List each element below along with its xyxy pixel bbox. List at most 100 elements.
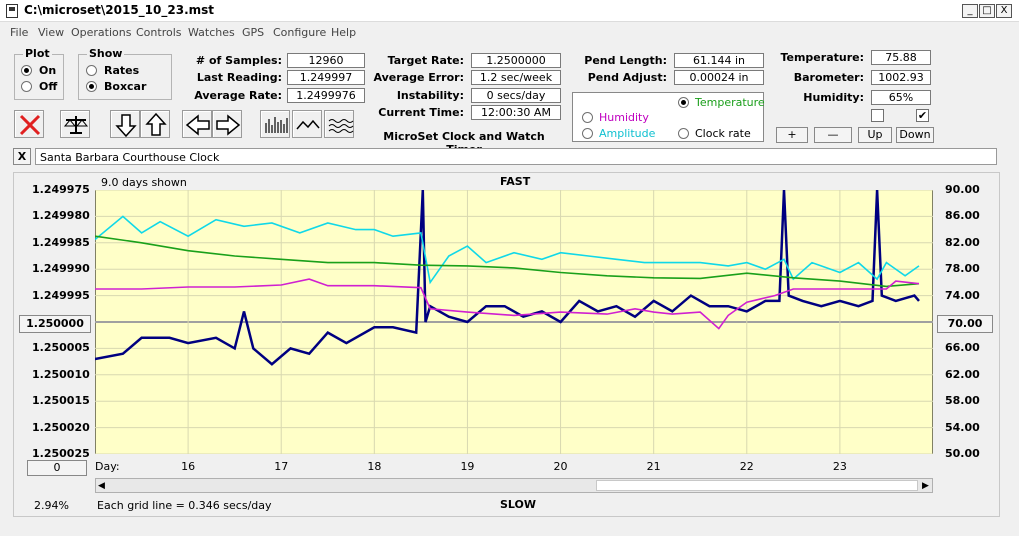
last-reading-value: 1.249997 <box>287 70 365 85</box>
menu-configure[interactable]: Configure <box>273 26 327 39</box>
y-left-tick-label: 1.249985 <box>32 235 90 249</box>
menu-gps[interactable]: GPS <box>242 26 265 39</box>
show-boxcar-radio[interactable] <box>86 81 97 92</box>
x-tick-label: 16 <box>181 460 196 473</box>
days-shown-label: 9.0 days shown <box>101 176 187 189</box>
plot-on-radio[interactable] <box>21 65 32 76</box>
menu-operations[interactable]: Operations <box>71 26 132 39</box>
window-title: C:\microset\2015_10_23.mst <box>24 3 215 17</box>
target-rate-value: 1.2500000 <box>471 53 561 68</box>
x-tick-label: 19 <box>460 460 475 473</box>
plot-on-label[interactable]: On <box>39 64 57 77</box>
samples-label: # of Samples: <box>195 54 282 67</box>
instability-label: Instability: <box>396 89 464 102</box>
bars-view-button[interactable] <box>260 110 290 138</box>
maximize-button[interactable]: □ <box>979 4 995 18</box>
x-tick-label: 21 <box>646 460 661 473</box>
average-rate-label: Average Rate: <box>194 89 282 102</box>
scrollbar-thumb[interactable] <box>596 480 918 491</box>
right-arrow-button[interactable] <box>212 110 242 138</box>
menu-watches[interactable]: Watches <box>188 26 235 39</box>
x-tick-label: 20 <box>553 460 568 473</box>
scroll-left-arrow-icon[interactable]: ◀ <box>98 481 105 491</box>
menu-file[interactable]: File <box>10 26 29 39</box>
series-selector: Temperature Humidity Amplitude Clock rat… <box>572 92 765 142</box>
plot-off-label[interactable]: Off <box>39 80 58 93</box>
amplitude-radio[interactable] <box>582 128 593 139</box>
up-arrow-button[interactable] <box>140 110 170 138</box>
show-group-title: Show <box>87 47 125 60</box>
y-left-tick-label: 1.249980 <box>32 209 90 223</box>
down-button[interactable]: Down <box>896 127 934 143</box>
temperature-value: 75.88 <box>871 50 931 65</box>
humidity-option[interactable]: Humidity <box>599 111 649 124</box>
balance-button[interactable] <box>60 110 90 138</box>
stop-button[interactable] <box>14 110 44 138</box>
y-right-tick-label: 74.00 <box>945 288 980 302</box>
grid-lines <box>95 190 933 454</box>
pend-length-value: 61.144 in <box>674 53 764 68</box>
y-right-tick-label: 58.00 <box>945 394 980 408</box>
fast-label: FAST <box>500 175 531 188</box>
right-checkbox[interactable]: ✔ <box>916 109 929 122</box>
instability-value: 0 secs/day <box>471 88 561 103</box>
show-rates-label[interactable]: Rates <box>104 64 140 77</box>
title-bar: C:\microset\2015_10_23.mst _ □ X <box>0 0 1019 22</box>
up-button[interactable]: Up <box>858 127 892 143</box>
watch-name-field[interactable]: Santa Barbara Courthouse Clock <box>35 148 997 165</box>
show-rates-radio[interactable] <box>86 65 97 76</box>
amplitude-option[interactable]: Amplitude <box>599 127 656 140</box>
y-right-tick-label: 54.00 <box>945 420 980 434</box>
plus-button[interactable]: + <box>776 127 808 143</box>
bottom-left-value-box[interactable]: 0 <box>27 460 87 476</box>
pend-length-label: Pend Length: <box>584 54 667 67</box>
y-right-tick-label: 82.00 <box>945 235 980 249</box>
app-icon <box>6 4 18 18</box>
x-tick-label: 18 <box>367 460 382 473</box>
line-view-button[interactable] <box>292 110 322 138</box>
minimize-button[interactable]: _ <box>962 4 978 18</box>
right-center-value-box[interactable]: 70.00 <box>937 315 993 333</box>
slow-label: SLOW <box>500 498 537 511</box>
y-right-tick-label: 90.00 <box>945 183 980 196</box>
y-right-tick-label: 78.00 <box>945 262 980 276</box>
clock-rate-radio[interactable] <box>678 128 689 139</box>
menu-controls[interactable]: Controls <box>136 26 182 39</box>
left-arrow-button[interactable] <box>182 110 212 138</box>
clock-rate-option[interactable]: Clock rate <box>695 127 751 140</box>
horizontal-scrollbar[interactable]: ◀ ▶ <box>95 478 933 493</box>
y-right-tick-label: 62.00 <box>945 367 980 381</box>
down-arrow-button[interactable] <box>110 110 140 138</box>
plot-group-title: Plot <box>23 47 52 60</box>
plot-off-radio[interactable] <box>21 81 32 92</box>
close-button[interactable]: X <box>996 4 1012 18</box>
arrow-down-icon <box>115 114 137 138</box>
arrow-left-icon <box>185 114 210 136</box>
temperature-radio[interactable] <box>678 97 689 108</box>
humidity-radio[interactable] <box>582 112 593 123</box>
show-boxcar-label[interactable]: Boxcar <box>104 80 147 93</box>
line-wave-icon <box>296 119 320 130</box>
wave-view-button[interactable] <box>324 110 354 138</box>
menu-help[interactable]: Help <box>331 26 357 39</box>
watch-close-button[interactable]: X <box>13 148 31 165</box>
scroll-right-arrow-icon[interactable]: ▶ <box>922 481 929 491</box>
barometer-value: 1002.93 <box>871 70 931 85</box>
left-checkbox[interactable] <box>871 109 884 122</box>
series-lines <box>95 190 920 366</box>
temperature-option[interactable]: Temperature <box>695 96 765 109</box>
menu-view[interactable]: View <box>38 26 65 39</box>
y-left-tick-label: 1.250005 <box>32 341 90 355</box>
left-center-value-box[interactable]: 1.250000 <box>19 315 91 333</box>
y-left-tick-label: 1.249990 <box>32 262 90 276</box>
y-right-tick-label: 66.00 <box>945 341 980 355</box>
bars-icon <box>265 117 288 133</box>
plot-group: Plot On Off <box>14 47 64 100</box>
minus-button[interactable]: — <box>814 127 852 143</box>
series-line <box>95 278 920 330</box>
percent-label: 2.94% <box>34 499 69 512</box>
last-reading-label: Last Reading: <box>196 71 282 84</box>
barometer-label: Barometer: <box>793 71 864 84</box>
y-right-tick-label: 86.00 <box>945 209 980 223</box>
target-rate-label: Target Rate: <box>387 54 464 67</box>
